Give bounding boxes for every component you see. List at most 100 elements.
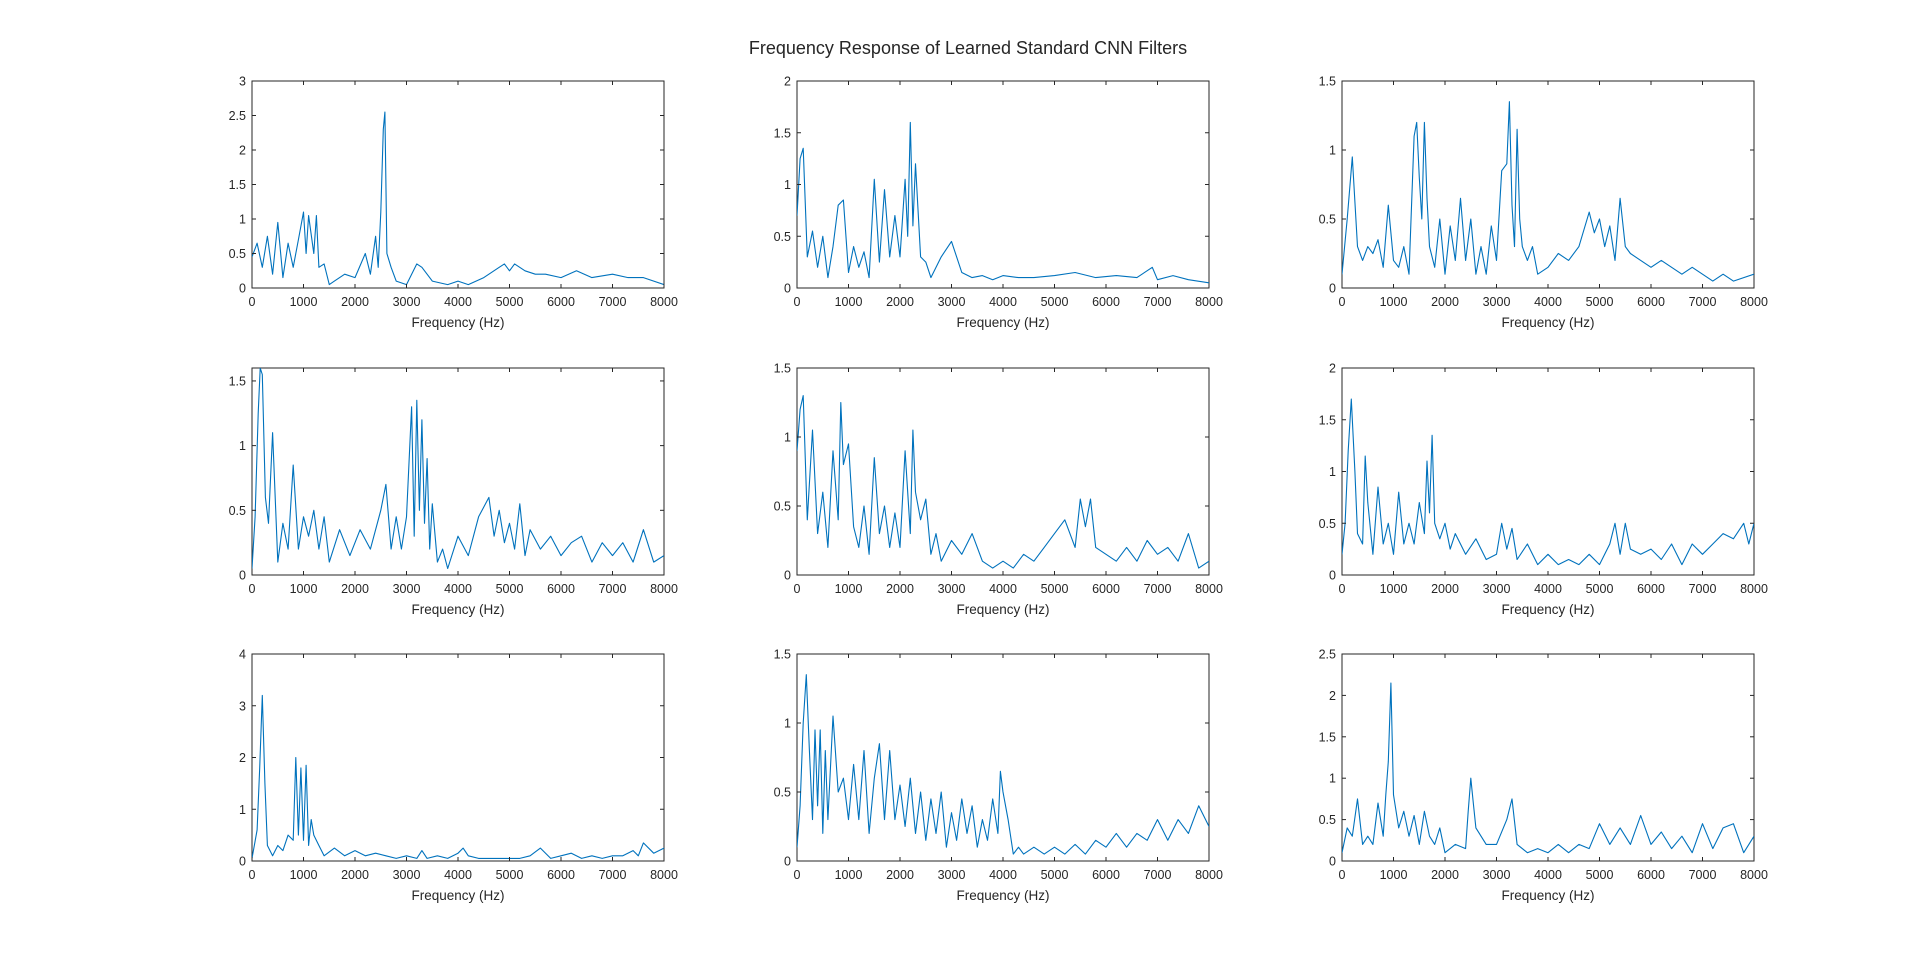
x-tick-label: 4000 (1534, 582, 1562, 596)
y-tick-label: 0 (239, 282, 246, 296)
x-tick-label: 7000 (599, 582, 627, 596)
x-tick-label: 8000 (1740, 868, 1768, 882)
x-tick-label: 1000 (835, 868, 863, 882)
x-tick-label: 6000 (547, 582, 575, 596)
x-axis-label: Frequency (Hz) (411, 315, 504, 330)
y-tick-label: 2 (784, 75, 791, 89)
y-tick-label: 2 (239, 751, 246, 765)
x-tick-label: 3000 (938, 582, 966, 596)
x-tick-label: 7000 (1144, 295, 1172, 309)
x-tick-label: 8000 (1195, 582, 1223, 596)
series-line-1 (797, 674, 1209, 855)
x-tick-label: 4000 (1534, 295, 1562, 309)
x-tick-label: 0 (794, 295, 801, 309)
x-tick-label: 1000 (835, 295, 863, 309)
y-tick-label: 3 (239, 699, 246, 713)
x-tick-label: 1000 (1380, 868, 1408, 882)
x-tick-label: 6000 (1637, 868, 1665, 882)
series-line-1 (252, 368, 664, 570)
x-tick-label: 3000 (938, 295, 966, 309)
y-tick-label: 1 (1329, 772, 1336, 786)
y-tick-label: 1 (784, 431, 791, 445)
x-axis-label: Frequency (Hz) (411, 888, 504, 903)
y-tick-label: 0 (239, 855, 246, 869)
x-tick-label: 8000 (650, 868, 678, 882)
x-axis-label: Frequency (Hz) (956, 888, 1049, 903)
x-tick-label: 2000 (341, 868, 369, 882)
subplot-1: 0 1000 2000 3000 4000 5000 6000 7000 8000 0 0.5 1 1.… (229, 75, 678, 331)
x-tick-label: 7000 (1689, 582, 1717, 596)
x-tick-label: 3000 (393, 582, 421, 596)
y-tick-label: 0.5 (229, 504, 246, 518)
subplot-grid: 0 1000 2000 3000 4000 5000 6000 7000 800000.511.… (229, 75, 1768, 904)
x-tick-label: 3000 (1483, 582, 1511, 596)
x-tick-label: 8000 (1195, 295, 1223, 309)
x-tick-label: 8000 (1740, 582, 1768, 596)
y-tick-label: 1.5 (1319, 413, 1336, 427)
y-tick-label: 2.5 (1319, 648, 1336, 662)
x-tick-label: 4000 (444, 295, 472, 309)
x-tick-label: 4000 (1534, 868, 1562, 882)
x-tick-label: 7000 (599, 868, 627, 882)
y-tick-label: 0.5 (1319, 813, 1336, 827)
x-tick-label: 8000 (650, 295, 678, 309)
x-tick-label: 5000 (1041, 582, 1069, 596)
y-tick-label: 1.5 (774, 126, 791, 140)
y-tick-label: 3 (239, 75, 246, 89)
x-tick-label: 5000 (1586, 582, 1614, 596)
series-line-1 (1342, 398, 1754, 566)
series-line-1 (252, 694, 664, 859)
x-tick-label: 3000 (393, 868, 421, 882)
x-tick-label: 3000 (393, 295, 421, 309)
x-tick-label: 0 (794, 868, 801, 882)
y-tick-label: 1 (784, 178, 791, 192)
y-tick-label: 0.5 (774, 786, 791, 800)
x-tick-label: 4000 (989, 582, 1017, 596)
x-tick-label: 0 (249, 295, 256, 309)
y-tick-label: 1 (784, 717, 791, 731)
axes-box (1341, 653, 1755, 862)
x-tick-label: 1000 (290, 582, 318, 596)
figure-title: Frequency Response of Learned Standard C… (749, 38, 1187, 58)
y-tick-label: 4 (239, 648, 246, 662)
x-tick-label: 1000 (835, 582, 863, 596)
y-tick-label: 0 (1329, 569, 1336, 583)
x-tick-label: 0 (249, 868, 256, 882)
axes-box (796, 653, 1210, 862)
y-tick-label: 1.5 (1319, 75, 1336, 89)
axes-box (796, 80, 1210, 289)
x-tick-label: 1000 (290, 868, 318, 882)
x-tick-label: 5000 (1586, 868, 1614, 882)
y-tick-label: 0 (1329, 855, 1336, 869)
axes-box (251, 367, 665, 576)
x-tick-label: 5000 (1041, 868, 1069, 882)
x-tick-label: 5000 (1041, 295, 1069, 309)
subplot-6: 0 1000 2000 3000 4000 5000 6000 7000 8000 0 0.5 1 1.… (1319, 362, 1768, 618)
axes-box (1341, 80, 1755, 289)
x-tick-label: 1000 (290, 295, 318, 309)
x-axis-label: Frequency (Hz) (956, 602, 1049, 617)
x-tick-label: 0 (794, 582, 801, 596)
y-tick-label: 0 (784, 569, 791, 583)
y-tick-label: 1.5 (1319, 730, 1336, 744)
x-tick-label: 4000 (444, 582, 472, 596)
x-tick-label: 3000 (938, 868, 966, 882)
x-tick-label: 7000 (1689, 868, 1717, 882)
x-tick-label: 3000 (1483, 868, 1511, 882)
subplot-7: 0 1000 2000 3000 4000 5000 6000 7000 8000 0 1 2 3 4 Fr… (239, 648, 678, 904)
x-tick-label: 2000 (1431, 582, 1459, 596)
x-tick-label: 4000 (989, 868, 1017, 882)
y-tick-label: 0.5 (229, 247, 246, 261)
x-tick-label: 6000 (1092, 868, 1120, 882)
y-tick-label: 1.5 (774, 362, 791, 376)
x-axis-label: Frequency (Hz) (1501, 315, 1594, 330)
x-tick-label: 6000 (547, 295, 575, 309)
x-axis-label: Frequency (Hz) (411, 602, 504, 617)
y-tick-label: 2 (239, 144, 246, 158)
subplot-4: 0 1000 2000 3000 4000 5000 6000 7000 8000 0 0.5 1 1.… (229, 367, 678, 617)
series-line-1 (797, 395, 1209, 569)
x-tick-label: 5000 (496, 295, 524, 309)
y-tick-label: 1.5 (229, 374, 246, 388)
x-tick-label: 7000 (1689, 295, 1717, 309)
